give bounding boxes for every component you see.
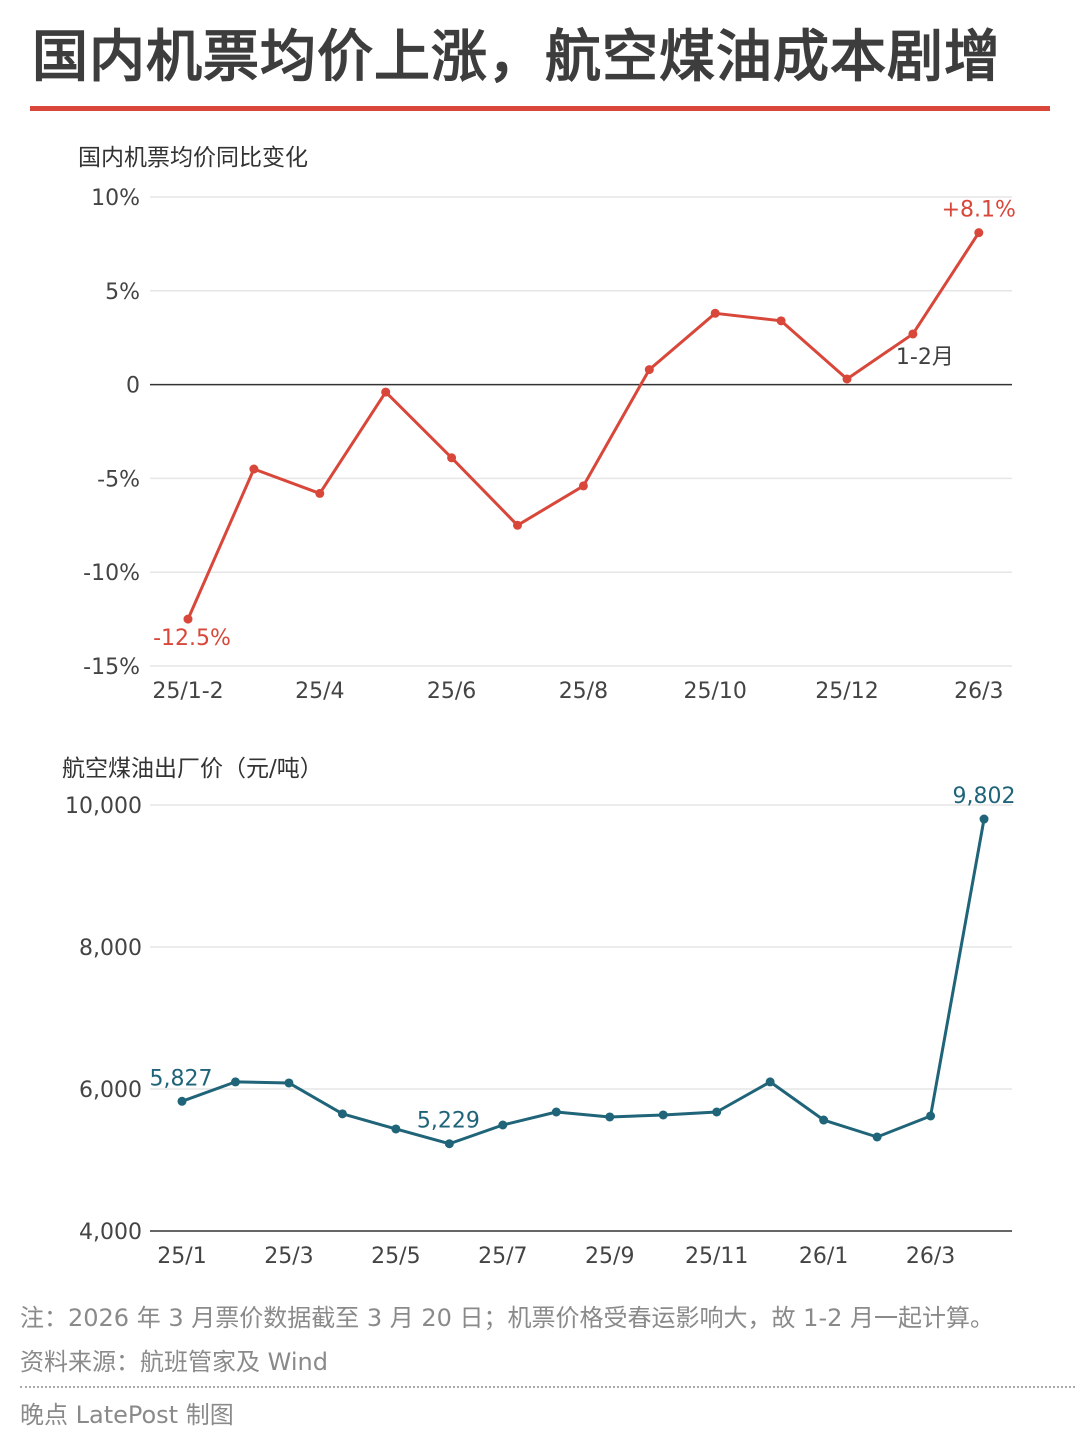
data-point [513,520,522,530]
x-tick-label: 25/10 [683,679,746,704]
data-label: 1-2月 [896,345,954,370]
data-point [230,1077,240,1087]
y-tick-label: 5% [105,280,140,305]
data-point [578,481,588,491]
data-label: 9,802 [953,784,1016,809]
page-title: 国内机票均价上涨，航空煤油成本剧增 [32,25,1001,90]
data-point [284,1078,294,1088]
y-tick-label: 8,000 [79,936,142,961]
chart-title: 航空煤油出厂价（元/吨） [62,756,323,782]
series-line [181,818,986,1146]
data-point [974,228,984,238]
x-tick-label: 25/3 [264,1244,313,1269]
data-point [498,1120,508,1130]
x-tick-label: 26/3 [906,1244,955,1269]
x-tick-label: 25/11 [685,1244,748,1269]
title-rule [30,106,1050,111]
data-point [872,1132,882,1142]
data-point [315,488,325,498]
data-point [979,814,989,824]
data-point [908,329,918,339]
x-tick-label: 25/4 [295,679,344,704]
data-point [447,453,457,463]
x-tick-label: 25/5 [371,1244,420,1269]
data-label: 5,827 [150,1066,213,1091]
x-tick-label: 25/12 [815,679,878,704]
data-point [658,1110,668,1120]
x-tick-label: 25/6 [427,679,476,704]
data-point [183,614,193,624]
x-tick-label: 25/1 [157,1244,206,1269]
chart-title: 国内机票均价同比变化 [78,145,308,171]
data-point [381,387,391,397]
data-point [391,1124,401,1134]
y-tick-label: 4,000 [79,1220,142,1245]
data-point [605,1112,615,1122]
data-point [776,316,786,326]
data-point [337,1109,347,1119]
footnote: 注：2026 年 3 月票价数据截至 3 月 20 日；机票价格受春运影响大，故… [20,1304,995,1332]
x-tick-label: 26/1 [799,1244,848,1269]
credit: 晚点 LatePost 制图 [20,1401,234,1429]
x-tick-label: 25/1-2 [152,679,223,704]
data-point [710,308,720,318]
data-point [712,1107,722,1117]
y-tick-label: 6,000 [79,1078,142,1103]
y-tick-label: -10% [83,561,140,586]
data-point [444,1139,454,1149]
y-tick-label: 0 [126,374,140,399]
x-tick-label: 25/8 [559,679,608,704]
source: 资料来源：航班管家及 Wind [20,1348,328,1376]
data-point [249,464,259,474]
data-point [177,1096,187,1106]
divider [20,1386,1075,1388]
x-tick-label: 25/7 [478,1244,527,1269]
x-tick-label: 25/9 [585,1244,634,1269]
data-point [926,1111,936,1121]
data-point [551,1107,561,1117]
data-label: -12.5% [153,626,231,651]
data-point [819,1115,829,1125]
y-tick-label: 10% [91,186,140,211]
x-tick-label: 26/3 [954,679,1003,704]
y-tick-label: -5% [97,467,140,492]
y-tick-label: -15% [83,655,140,680]
data-point [842,374,852,384]
y-tick-label: 10,000 [65,794,142,819]
data-label: 5,229 [417,1109,480,1134]
data-point [644,365,654,375]
data-label: +8.1% [942,198,1016,223]
data-point [765,1077,775,1087]
